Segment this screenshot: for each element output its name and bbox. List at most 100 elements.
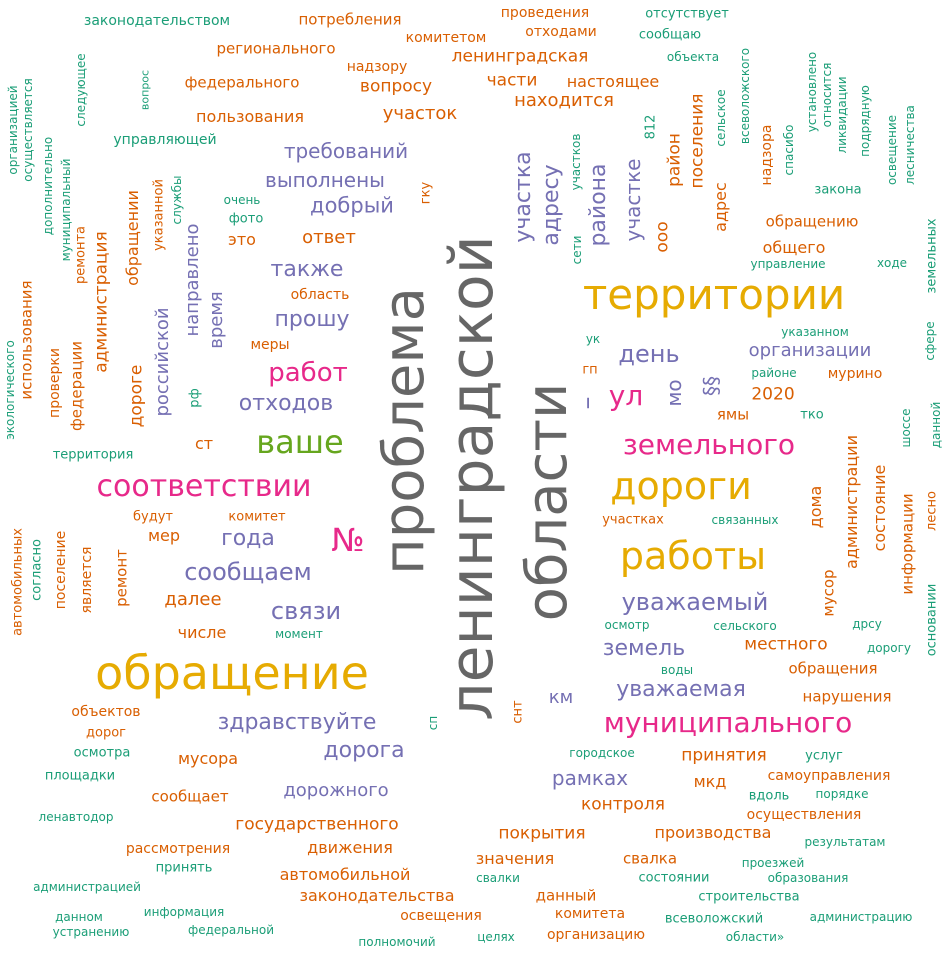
word: подрядную (858, 85, 872, 157)
word: адрес (711, 182, 730, 232)
word: осмотра (73, 745, 131, 761)
word: поселение (53, 530, 69, 610)
word: сельского (713, 619, 777, 633)
word: ямы (716, 405, 750, 424)
word: земельных (924, 218, 940, 294)
word: основании (924, 583, 940, 657)
word: ликвидации (835, 76, 849, 154)
word: проведения (500, 5, 590, 21)
word: федеральной (187, 923, 275, 937)
word: осуществляется (21, 78, 35, 182)
word: объектов (71, 704, 141, 720)
word: администрации (842, 435, 861, 569)
word: дорогу (866, 641, 912, 655)
word: участках (602, 512, 664, 528)
word: указанной (151, 179, 167, 251)
word: рамках (551, 766, 629, 790)
word: части (486, 70, 538, 91)
word: автомобильных (10, 528, 26, 636)
word: 2020 (751, 384, 795, 405)
word: меры (250, 337, 290, 353)
word: осуществления (746, 807, 862, 823)
word: ремонт (112, 549, 131, 607)
word: ремонта (73, 225, 89, 285)
word: области (515, 382, 580, 622)
word: проблема (372, 287, 437, 575)
word: находится (514, 90, 614, 111)
word: покрытия (498, 823, 586, 844)
word: дорога (323, 738, 405, 763)
word: сообщаем (184, 558, 312, 586)
word: ук (585, 332, 601, 346)
word: закона (814, 182, 862, 198)
word: дорог (86, 725, 126, 741)
word: установлено (805, 51, 819, 133)
word: администрация (91, 231, 112, 373)
word: области» (725, 930, 785, 944)
word: дополнительно (41, 136, 55, 236)
word: время (206, 291, 227, 349)
word: территории (582, 270, 846, 319)
word: всеволожский (664, 911, 764, 927)
word: момент (275, 627, 323, 641)
word: шоссе (899, 408, 913, 448)
word: настоящее (566, 72, 660, 91)
word: ленинградская (451, 46, 589, 67)
word: муниципальный (59, 158, 73, 262)
word: мусора (177, 749, 239, 768)
word: будут (133, 509, 173, 525)
word: связанных (711, 513, 779, 527)
word: также (270, 257, 344, 282)
word: данном (55, 910, 103, 924)
word: дорожного (283, 780, 389, 801)
word: порядке (815, 787, 869, 801)
word: вдоль (748, 788, 790, 804)
word: автомобильной (279, 865, 411, 884)
word: состояние (870, 464, 889, 552)
word: российской (152, 307, 173, 417)
word: надзору (346, 59, 408, 75)
word: администрацию (809, 910, 913, 924)
word: день (618, 340, 680, 368)
word: принять (155, 860, 213, 876)
word: городское (569, 746, 635, 760)
word: работы (619, 534, 767, 578)
word: мо (662, 379, 686, 407)
word: ооо (652, 221, 673, 253)
word: мурино (827, 366, 883, 382)
word: уважаемая (616, 677, 746, 702)
word: потребления (298, 10, 402, 29)
word: гку (418, 181, 434, 205)
word: значения (475, 849, 555, 868)
word: воды (660, 663, 694, 677)
word: отходов (238, 391, 334, 416)
word: связи (270, 597, 342, 625)
word: службы (170, 175, 184, 225)
word: осмотр (604, 618, 650, 632)
word: ответ (302, 227, 356, 248)
word: добрый (310, 193, 394, 218)
word: производства (654, 823, 772, 842)
word: образования (767, 871, 849, 885)
word: организацию (546, 927, 646, 943)
word: прошу (274, 307, 350, 332)
word: законодательством (83, 13, 231, 29)
word: № (331, 521, 365, 559)
word: далее (164, 589, 222, 610)
word: – (572, 396, 602, 410)
word: км (548, 687, 574, 708)
word: комитетом (405, 30, 487, 46)
word: информации (898, 493, 917, 595)
word: всеволожского (738, 47, 752, 145)
word: муниципального (603, 706, 853, 739)
word: федерации (67, 340, 86, 432)
word: дрсу (852, 617, 882, 631)
word: адресу (539, 164, 564, 246)
word: направлено (182, 223, 203, 337)
word: движения (307, 838, 393, 857)
word: ходе (876, 256, 908, 270)
word: обращение (95, 646, 369, 700)
word: полномочий (358, 935, 436, 949)
word: законодательства (299, 886, 455, 905)
